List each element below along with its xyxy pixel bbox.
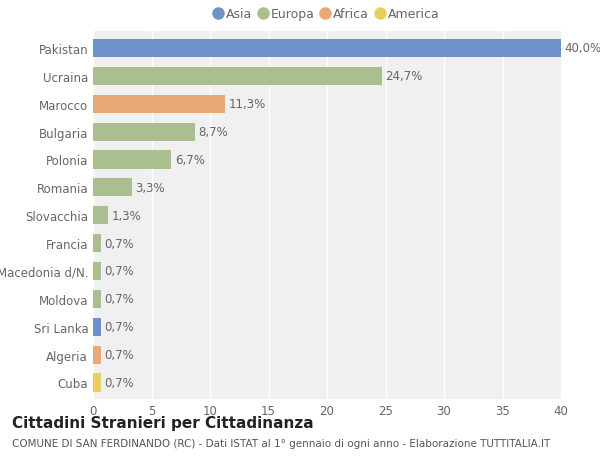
Legend: Asia, Europa, Africa, America: Asia, Europa, Africa, America bbox=[209, 4, 445, 27]
Text: 0,7%: 0,7% bbox=[105, 376, 134, 389]
Bar bbox=[93, 346, 101, 364]
Text: 6,7%: 6,7% bbox=[175, 154, 205, 167]
Text: 0,7%: 0,7% bbox=[105, 265, 134, 278]
Text: 11,3%: 11,3% bbox=[229, 98, 266, 111]
Bar bbox=[93, 40, 561, 58]
Bar bbox=[93, 235, 101, 252]
Text: Cittadini Stranieri per Cittadinanza: Cittadini Stranieri per Cittadinanza bbox=[12, 415, 314, 431]
Text: 0,7%: 0,7% bbox=[105, 293, 134, 306]
Bar bbox=[93, 290, 101, 308]
Text: 0,7%: 0,7% bbox=[105, 320, 134, 334]
Bar bbox=[93, 207, 108, 225]
Text: 0,7%: 0,7% bbox=[105, 237, 134, 250]
Bar bbox=[93, 67, 382, 86]
Bar bbox=[93, 263, 101, 280]
Text: 8,7%: 8,7% bbox=[198, 126, 228, 139]
Bar bbox=[93, 123, 195, 141]
Text: 0,7%: 0,7% bbox=[105, 348, 134, 361]
Text: 40,0%: 40,0% bbox=[565, 42, 600, 55]
Bar bbox=[93, 95, 225, 113]
Text: COMUNE DI SAN FERDINANDO (RC) - Dati ISTAT al 1° gennaio di ogni anno - Elaboraz: COMUNE DI SAN FERDINANDO (RC) - Dati IST… bbox=[12, 438, 550, 448]
Bar bbox=[93, 374, 101, 392]
Bar bbox=[93, 151, 172, 169]
Text: 1,3%: 1,3% bbox=[112, 209, 142, 222]
Bar bbox=[93, 318, 101, 336]
Text: 24,7%: 24,7% bbox=[386, 70, 423, 83]
Bar bbox=[93, 179, 131, 197]
Text: 3,3%: 3,3% bbox=[135, 181, 165, 195]
